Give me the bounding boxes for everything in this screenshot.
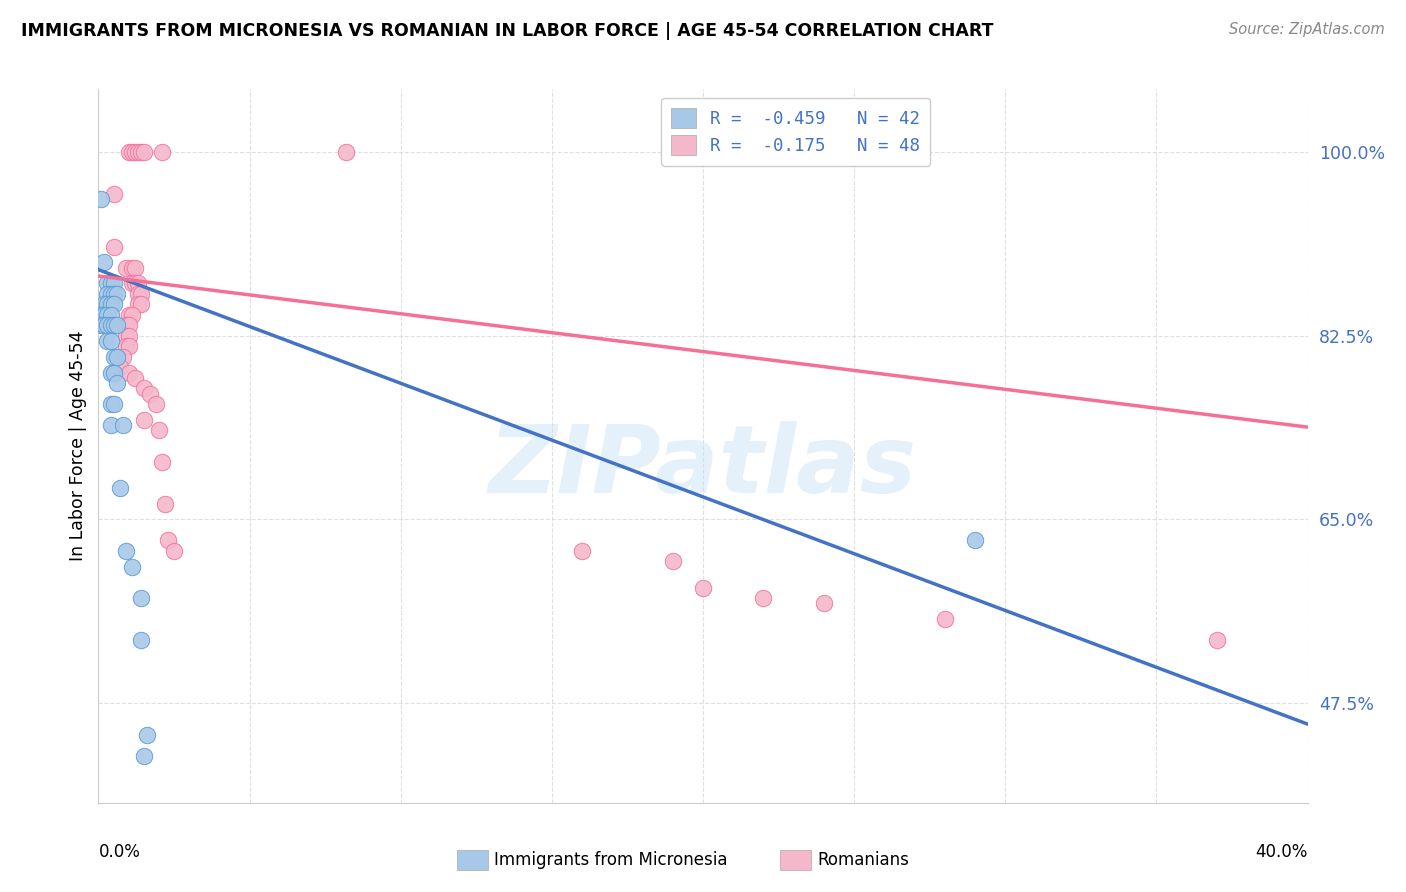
Point [103,297,125,311]
Text: IMMIGRANTS FROM MICRONESIA VS ROMANIAN IN LABOR FORCE | AGE 45-54 CORRELATION CH: IMMIGRANTS FROM MICRONESIA VS ROMANIAN I… [21,22,994,40]
Point [100,308,122,322]
Point [127,145,149,160]
Text: 40.0%: 40.0% [1256,843,1308,861]
Point [129,591,152,606]
Point [118,328,141,343]
Point [129,145,152,160]
Y-axis label: In Labor Force | Age 45-54: In Labor Force | Age 45-54 [69,331,87,561]
Point [93,297,115,311]
Point [121,559,143,574]
Point [132,145,155,160]
Point [96,286,118,301]
Point [121,277,143,291]
Point [127,297,149,311]
Point [100,334,122,348]
Point [108,360,131,375]
Point [100,366,122,380]
Point [96,297,118,311]
Point [96,308,118,322]
Point [96,334,118,348]
Point [150,145,173,160]
Point [114,328,136,343]
Point [1206,633,1229,648]
Point [103,286,125,301]
Point [105,376,128,390]
Point [105,318,128,333]
Point [118,339,141,353]
Legend: R =  -0.459   N = 42, R =  -0.175   N = 48: R = -0.459 N = 42, R = -0.175 N = 48 [661,98,931,166]
Point [127,286,149,301]
Point [661,554,683,568]
Point [100,286,122,301]
Point [114,339,136,353]
Point [103,318,125,333]
Point [124,145,146,160]
Point [132,413,155,427]
Point [103,397,125,411]
Point [813,596,835,610]
Point [100,277,122,291]
Point [100,318,122,333]
Point [103,277,125,291]
Point [93,318,115,333]
Point [103,187,125,202]
Point [129,297,152,311]
Point [111,350,134,364]
Point [118,145,141,160]
Point [90,193,112,207]
Point [105,286,128,301]
Point [93,255,115,269]
Point [114,544,136,558]
Point [163,544,186,558]
Point [103,239,125,253]
Point [118,318,141,333]
Point [93,308,115,322]
Point [965,533,987,548]
Text: Source: ZipAtlas.com: Source: ZipAtlas.com [1229,22,1385,37]
Point [139,386,162,401]
Point [132,381,155,395]
Point [96,277,118,291]
Point [129,633,152,648]
Text: ZIPatlas: ZIPatlas [489,421,917,514]
Point [692,581,714,595]
Point [105,350,128,364]
Point [118,366,141,380]
Point [121,260,143,275]
Text: Immigrants from Micronesia: Immigrants from Micronesia [494,851,727,869]
Point [90,308,112,322]
Point [118,308,141,322]
Point [96,318,118,333]
Point [132,748,155,763]
Point [121,308,143,322]
Point [100,417,122,432]
Point [121,145,143,160]
Point [150,455,173,469]
Point [114,318,136,333]
Point [135,728,157,742]
Point [103,366,125,380]
Point [571,544,593,558]
Point [124,277,146,291]
Point [148,423,170,437]
Point [124,371,146,385]
Point [156,533,179,548]
Point [335,145,357,160]
Point [127,277,149,291]
Point [124,260,146,275]
Point [103,350,125,364]
Point [752,591,775,606]
Point [153,497,176,511]
Point [90,318,112,333]
Point [111,417,134,432]
Text: 0.0%: 0.0% [98,843,141,861]
Point [114,260,136,275]
Point [129,286,152,301]
Point [108,481,131,495]
Text: Romanians: Romanians [817,851,908,869]
Point [100,397,122,411]
Point [100,297,122,311]
Point [145,397,167,411]
Point [934,612,956,626]
